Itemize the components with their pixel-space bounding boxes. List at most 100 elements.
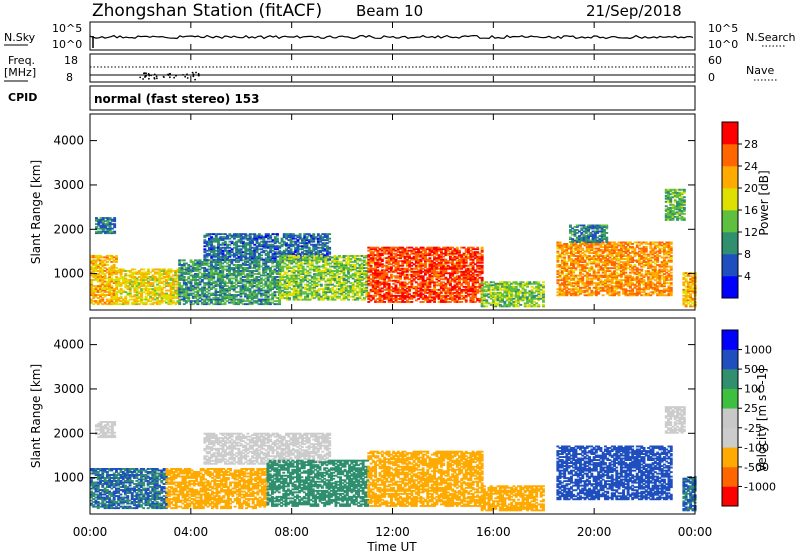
heatmap-cell xyxy=(376,264,380,267)
heatmap-cell xyxy=(212,297,216,299)
heatmap-cell xyxy=(122,270,125,272)
heatmap-cell xyxy=(306,283,310,286)
heatmap-cell xyxy=(212,233,216,236)
heatmap-cell xyxy=(264,252,268,255)
heatmap-cell xyxy=(208,248,211,251)
heatmap-cell xyxy=(219,248,223,251)
heatmap-cell xyxy=(353,298,357,301)
heatmap-cell xyxy=(289,237,293,240)
heatmap-cell xyxy=(417,249,421,252)
heatmap-cell xyxy=(324,256,328,259)
heatmap-cell xyxy=(285,249,288,252)
heatmap-cell xyxy=(283,297,287,300)
heatmap-cell xyxy=(253,294,256,296)
heatmap-cell xyxy=(292,282,296,285)
heatmap-cell xyxy=(203,255,207,258)
heatmap-cell xyxy=(437,291,441,294)
heatmap-cell xyxy=(317,265,321,268)
heatmap-cell xyxy=(264,303,268,306)
heatmap-cell xyxy=(198,276,202,278)
heatmap-cell xyxy=(228,270,231,272)
heatmap-cell xyxy=(405,249,409,252)
heatmap-cell xyxy=(151,289,155,292)
heatmap-cell xyxy=(147,276,150,278)
heatmap-cell xyxy=(369,260,373,263)
heatmap-cell xyxy=(310,251,313,254)
heatmap-cell xyxy=(101,294,105,296)
heatmap-cell xyxy=(401,267,405,270)
heatmap-cell xyxy=(403,276,407,279)
heatmap-cell xyxy=(253,273,256,275)
heatmap-cell xyxy=(444,276,448,279)
heatmap-cell xyxy=(367,267,371,270)
heatmap-cell xyxy=(269,270,272,272)
heatmap-cell xyxy=(95,226,98,229)
heatmap-cell xyxy=(221,300,225,303)
heatmap-cell xyxy=(223,268,227,271)
heatmap-cell xyxy=(259,279,263,281)
heatmap-cell xyxy=(287,243,291,246)
heatmap-cell xyxy=(246,277,250,280)
heatmap-cell xyxy=(312,234,316,237)
heatmap-cell xyxy=(281,279,285,281)
heatmap-cell xyxy=(182,298,186,301)
heatmap-cell xyxy=(301,242,304,245)
heatmap-cell xyxy=(390,276,393,279)
heatmap-cell xyxy=(374,282,377,285)
heatmap-cell xyxy=(271,270,275,272)
heatmap-cell xyxy=(230,242,234,245)
heatmap-cell xyxy=(269,248,273,251)
heatmap-cell xyxy=(230,288,234,290)
heatmap-cell xyxy=(112,267,116,269)
heatmap-cell xyxy=(119,303,123,306)
heatmap-cell xyxy=(176,286,180,289)
heatmap-cell xyxy=(313,297,316,300)
heatmap-cell xyxy=(151,298,155,301)
heatmap-cell xyxy=(174,279,178,281)
heatmap-cell xyxy=(444,252,448,255)
heatmap-cell xyxy=(394,267,398,270)
heatmap-cell xyxy=(380,252,384,255)
heatmap-cell xyxy=(424,294,427,297)
heatmap-cell xyxy=(248,236,252,239)
heatmap-cell xyxy=(133,271,137,274)
heatmap-cell xyxy=(158,285,162,287)
heatmap-cell xyxy=(151,277,155,280)
heatmap-cell xyxy=(187,288,191,290)
heatmap-cell xyxy=(241,273,245,275)
heatmap-cell xyxy=(248,248,252,251)
heatmap-cell xyxy=(257,273,261,275)
heatmap-cell xyxy=(439,266,443,269)
heatmap-cell xyxy=(290,283,294,286)
heatmap-cell xyxy=(405,270,409,273)
heatmap-cell xyxy=(250,292,254,295)
heatmap-cell xyxy=(444,294,448,297)
heatmap-cell xyxy=(105,300,109,303)
heatmap-cell xyxy=(408,257,411,260)
heatmap-cell xyxy=(203,248,207,251)
heatmap-cell xyxy=(428,282,432,285)
heatmap-cell xyxy=(103,259,107,262)
heatmap-cell xyxy=(326,286,330,289)
heatmap-cell xyxy=(412,257,416,260)
freq-dot xyxy=(144,76,146,78)
heatmap-cell xyxy=(444,260,448,263)
heatmap-cell xyxy=(160,274,164,277)
heatmap-cell xyxy=(267,258,270,261)
heatmap-cell xyxy=(182,288,186,290)
heatmap-cell xyxy=(421,285,425,288)
heatmap-cell xyxy=(419,301,423,303)
heatmap-cell xyxy=(394,252,398,255)
heatmap-cell xyxy=(137,295,141,298)
heatmap-cell xyxy=(325,236,329,239)
heatmap-cell xyxy=(446,288,450,291)
heatmap-cell xyxy=(290,256,294,259)
heatmap-cell xyxy=(317,294,321,297)
heatmap-cell xyxy=(319,285,323,288)
heatmap-cell xyxy=(223,291,227,293)
heatmap-cell xyxy=(383,275,387,278)
heatmap-cell xyxy=(403,260,407,263)
heatmap-cell xyxy=(437,267,441,270)
heatmap-cell xyxy=(167,297,171,299)
heatmap-cell xyxy=(342,288,346,291)
